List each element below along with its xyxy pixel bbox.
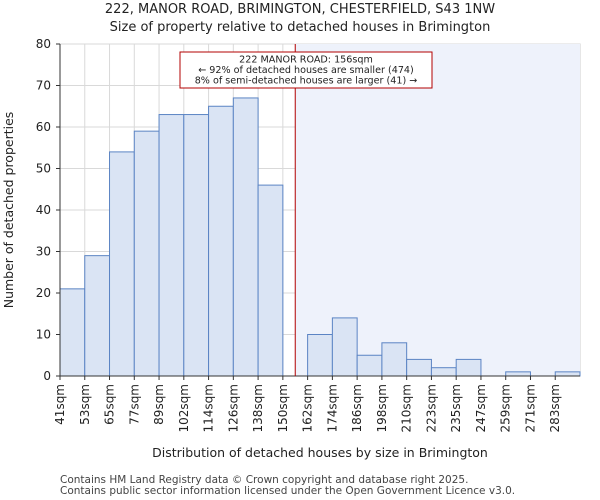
bar-53sqm [84,255,111,377]
x-tick-label-162sqm: 162sqm [301,384,315,432]
y-tick-label: 0 [43,369,51,383]
bar-126sqm [232,97,259,377]
annotation-box [179,51,433,89]
x-tick-label-186sqm: 186sqm [350,384,364,432]
bar-186sqm [356,354,383,377]
annotation-line-2: ← 92% of detached houses are smaller (47… [198,65,414,76]
bar-235sqm [455,358,482,377]
y-axis-title: Number of detached properties [1,112,16,309]
bar-198sqm [381,342,408,377]
y-tick-label: 70 [36,79,51,93]
x-tick-label-283sqm: 283sqm [548,384,562,432]
bar-77sqm [133,130,160,377]
x-tick-label-41sqm: 41sqm [53,384,67,425]
bar-102sqm [183,114,210,377]
bar-114sqm [208,105,234,377]
chart-subtitle: Size of property relative to detached ho… [109,20,491,35]
x-tick-label-102sqm: 102sqm [177,384,191,432]
bar-210sqm [406,358,432,377]
bar-162sqm [307,334,333,377]
x-tick-label-53sqm: 53sqm [78,384,92,425]
bar-259sqm [505,371,531,377]
x-tick-label-210sqm: 210sqm [400,384,414,432]
x-tick-label-174sqm: 174sqm [325,384,339,432]
annotation-line-3: 8% of semi-detached houses are larger (4… [195,76,418,87]
y-tick-label: 20 [36,286,51,300]
y-tick-label: 10 [36,328,51,342]
x-tick-label-198sqm: 198sqm [375,384,389,432]
footer-copyright: Contains HM Land Registry data © Crown c… [60,474,469,486]
y-tick-label: 50 [36,162,51,176]
bar-138sqm [257,184,284,377]
bar-89sqm [158,114,185,377]
bar-223sqm [430,367,457,377]
bar-174sqm [331,317,358,377]
y-tick-label: 80 [36,37,51,51]
x-tick-label-126sqm: 126sqm [226,384,240,432]
bar-41sqm [59,288,86,377]
x-tick-label-271sqm: 271sqm [523,384,537,432]
x-tick-label-235sqm: 235sqm [449,384,463,432]
x-tick-label-247sqm: 247sqm [474,384,488,432]
chart-title: 222, MANOR ROAD, BRIMINGTON, CHESTERFIEL… [104,2,496,17]
x-tick-label-223sqm: 223sqm [424,384,438,432]
x-tick-label-89sqm: 89sqm [152,384,166,425]
bar-65sqm [109,151,135,377]
y-tick-label: 30 [36,245,51,259]
annotation-line-1: 222 MANOR ROAD: 156sqm [239,55,373,66]
x-axis-title: Distribution of detached houses by size … [152,445,488,460]
x-tick-label-77sqm: 77sqm [127,384,141,425]
footer-licence: Contains public sector information licen… [60,485,516,497]
y-tick-label: 60 [36,120,51,134]
x-tick-label-65sqm: 65sqm [103,384,117,425]
bar-283sqm [554,371,581,377]
y-tick-label: 40 [36,203,51,217]
x-tick-label-259sqm: 259sqm [499,384,513,432]
x-tick-label-114sqm: 114sqm [202,384,216,432]
x-tick-label-150sqm: 150sqm [276,384,290,432]
x-tick-label-138sqm: 138sqm [251,384,265,432]
